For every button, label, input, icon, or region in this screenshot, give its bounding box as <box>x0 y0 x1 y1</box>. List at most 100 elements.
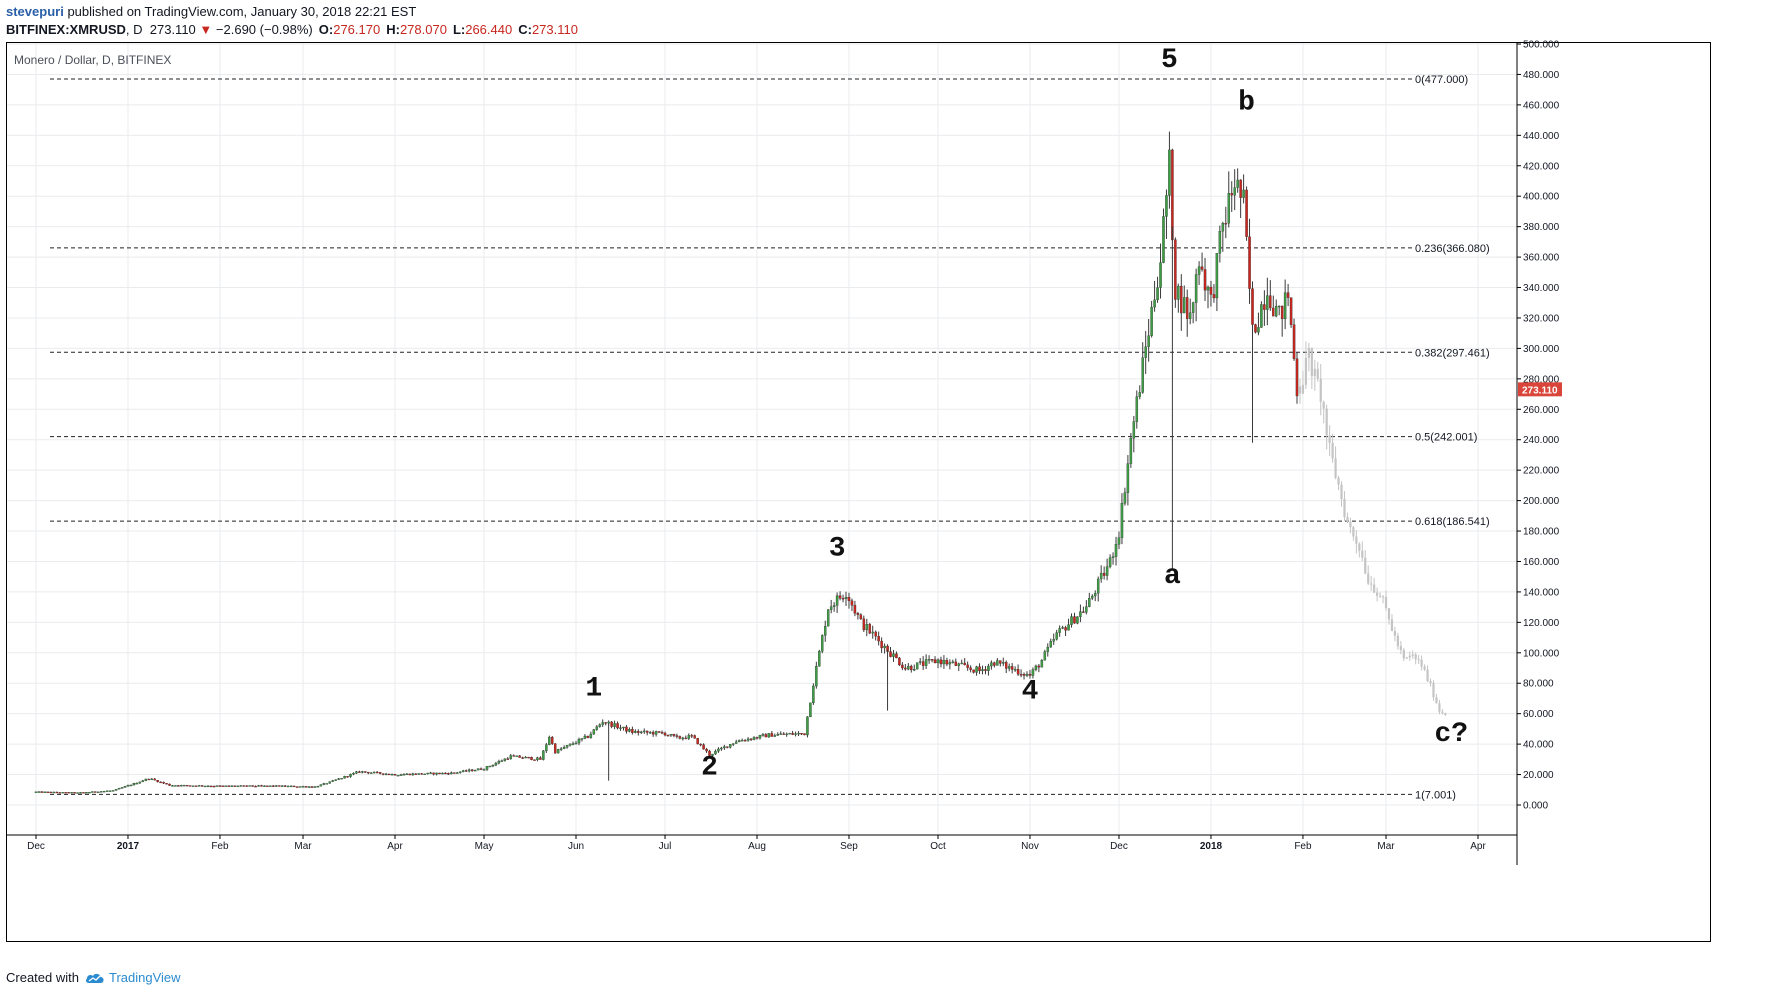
candle <box>453 772 455 773</box>
candle <box>851 599 853 611</box>
candle <box>1195 269 1197 322</box>
candle-body <box>889 652 891 657</box>
candle <box>1002 658 1004 666</box>
candle-body <box>1124 493 1126 503</box>
candle-body <box>1079 612 1081 617</box>
candle-body <box>139 782 141 783</box>
projection-candle <box>1355 530 1357 553</box>
candle <box>762 733 764 737</box>
candle-body <box>168 784 170 785</box>
candle-body <box>177 785 179 786</box>
candle <box>1079 605 1081 623</box>
candle-body <box>326 783 328 784</box>
candle <box>165 783 167 784</box>
candle-body <box>774 735 776 736</box>
candle-body <box>1332 443 1334 459</box>
candle-body <box>468 770 470 771</box>
fib-level-label: 0.382(297.461) <box>1415 347 1490 359</box>
fib-level-label: 0.236(366.080) <box>1415 243 1490 255</box>
candle <box>320 784 322 786</box>
candle-body <box>771 733 773 736</box>
candle <box>71 792 73 793</box>
candle <box>812 683 814 705</box>
x-tick-label: Aug <box>748 841 766 852</box>
candle-body <box>1216 253 1218 298</box>
candle <box>53 792 55 793</box>
candle-body <box>1281 306 1283 319</box>
candle-body <box>946 660 948 664</box>
candle-body <box>640 732 642 733</box>
candle <box>524 756 526 758</box>
candle-body <box>1429 681 1431 683</box>
y-tick-label: 320.000 <box>1523 313 1560 324</box>
projection-candle <box>1429 679 1431 687</box>
candle-body <box>287 786 289 787</box>
candle-body <box>1441 712 1443 713</box>
candle <box>937 658 939 668</box>
candle <box>575 741 577 744</box>
candle-body <box>1355 536 1357 543</box>
candle <box>1257 313 1259 336</box>
candle <box>388 774 390 775</box>
candle-body <box>400 775 402 776</box>
candle <box>213 786 215 788</box>
projection-candle <box>1332 434 1334 463</box>
candle-body <box>1409 656 1411 658</box>
candle-body <box>765 734 767 737</box>
candle <box>566 745 568 749</box>
candle <box>634 729 636 733</box>
candle <box>483 768 485 770</box>
candle-body <box>263 786 265 787</box>
candle-body <box>450 773 452 774</box>
candle <box>1162 209 1164 264</box>
candle-body <box>881 641 883 648</box>
candle <box>421 773 423 775</box>
candle-body <box>1364 558 1366 574</box>
candle <box>1165 189 1167 238</box>
candle <box>38 791 40 792</box>
candle-body <box>1174 240 1176 300</box>
candle <box>373 771 375 773</box>
candle <box>652 730 654 737</box>
candle-body <box>833 605 835 606</box>
candle-body <box>753 737 755 739</box>
candle <box>780 731 782 734</box>
candle-body <box>367 772 369 773</box>
candle-body <box>978 667 980 671</box>
candle-body <box>296 787 298 788</box>
candle <box>35 792 37 793</box>
candle-body <box>1349 522 1351 527</box>
candle-body <box>1373 585 1375 593</box>
candle <box>981 666 983 675</box>
candle <box>222 786 224 787</box>
candle-body <box>916 663 918 670</box>
candle-body <box>1290 298 1292 325</box>
candle-body <box>738 740 740 741</box>
candle <box>1201 253 1203 272</box>
candle-body <box>231 786 233 787</box>
candle-body <box>1029 674 1031 675</box>
candle-body <box>581 738 583 739</box>
candle-body <box>759 735 761 738</box>
candle-body <box>872 632 874 633</box>
tradingview-brand-link[interactable]: TradingView <box>85 970 181 985</box>
candle <box>599 723 601 727</box>
candle-body <box>397 775 399 776</box>
candle-body <box>355 772 357 773</box>
candle-body <box>1391 619 1393 631</box>
candle-body <box>996 661 998 666</box>
candle <box>1076 616 1078 624</box>
candle <box>47 792 49 793</box>
candle <box>827 609 829 626</box>
candle-body <box>616 723 618 728</box>
candle-body <box>76 793 78 794</box>
y-tick-label: 160.000 <box>1523 557 1560 568</box>
candle <box>237 786 239 787</box>
y-tick-label: 60.000 <box>1523 709 1554 720</box>
candle-body <box>213 786 215 787</box>
candle-body <box>928 659 930 660</box>
candle <box>355 771 357 774</box>
candle-body <box>403 774 405 775</box>
candle-body <box>171 785 173 786</box>
